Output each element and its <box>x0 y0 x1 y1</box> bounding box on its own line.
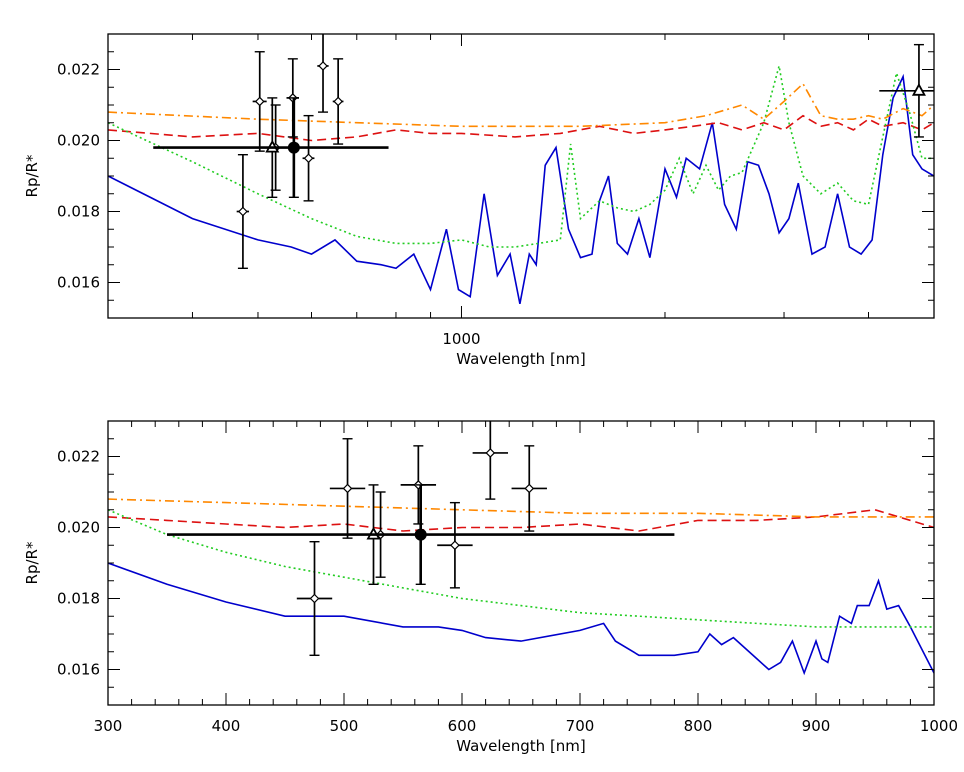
data-point-circle <box>287 141 300 154</box>
x-tick-label: 700 <box>566 717 595 735</box>
y-tick-label: 0.020 <box>57 132 100 150</box>
data-point-diamond <box>238 206 248 217</box>
x-axis-label: Wavelength [nm] <box>456 350 586 368</box>
y-axis-label: Rp/R* <box>23 541 41 584</box>
top-panel: 0.016 0.018 0.020 0.022 1000 Wavelength [nm] R… <box>23 33 935 368</box>
data-point-diamond <box>524 483 535 494</box>
data-point-circle <box>414 528 427 541</box>
y-tick-label: 0.022 <box>57 448 100 466</box>
data-point-diamond <box>254 96 265 107</box>
y-tick-label: 0.018 <box>57 203 100 221</box>
y-axis-label: Rp/R* <box>23 154 41 197</box>
data-point-triangle <box>911 82 926 96</box>
x-tick-label: 500 <box>330 717 359 735</box>
data-point-diamond <box>333 96 343 107</box>
data-point-diamond <box>318 61 328 71</box>
x-tick-label: 400 <box>212 717 241 735</box>
model-curve-dashdot <box>108 498 934 518</box>
data-point-diamond <box>303 153 314 164</box>
model-curve-dotted <box>108 65 934 248</box>
x-tick-label: 900 <box>802 717 831 735</box>
x-tick-label: 800 <box>684 717 713 735</box>
x-tick-label: 1000 <box>920 717 958 735</box>
plot-frame <box>107 33 935 319</box>
x-tick-label: 600 <box>448 717 477 735</box>
x-tick-label: 1000 <box>442 330 480 348</box>
model-curve-dashdot <box>108 82 934 128</box>
y-tick-label: 0.016 <box>57 661 100 679</box>
y-tick-label: 0.022 <box>57 61 100 79</box>
x-axis-label: Wavelength [nm] <box>456 737 586 755</box>
model-curve-dashed <box>108 114 934 142</box>
y-tick-label: 0.018 <box>57 590 100 608</box>
bottom-panel: 0.016 0.018 0.020 0.022 300 400 500 600 700 800 90… <box>23 420 958 755</box>
model-curve-dashed <box>108 508 934 532</box>
data-point-diamond <box>309 593 320 604</box>
model-curve-solid <box>108 562 934 676</box>
plot-frame <box>107 420 935 706</box>
y-tick-label: 0.020 <box>57 519 100 537</box>
x-tick-label: 300 <box>94 717 123 735</box>
data-point-diamond <box>342 483 353 494</box>
y-tick-label: 0.016 <box>57 274 100 292</box>
model-curve-dotted <box>108 509 934 628</box>
model-curve-solid <box>108 73 934 304</box>
data-point-diamond <box>485 448 496 458</box>
data-point-diamond <box>450 540 460 551</box>
